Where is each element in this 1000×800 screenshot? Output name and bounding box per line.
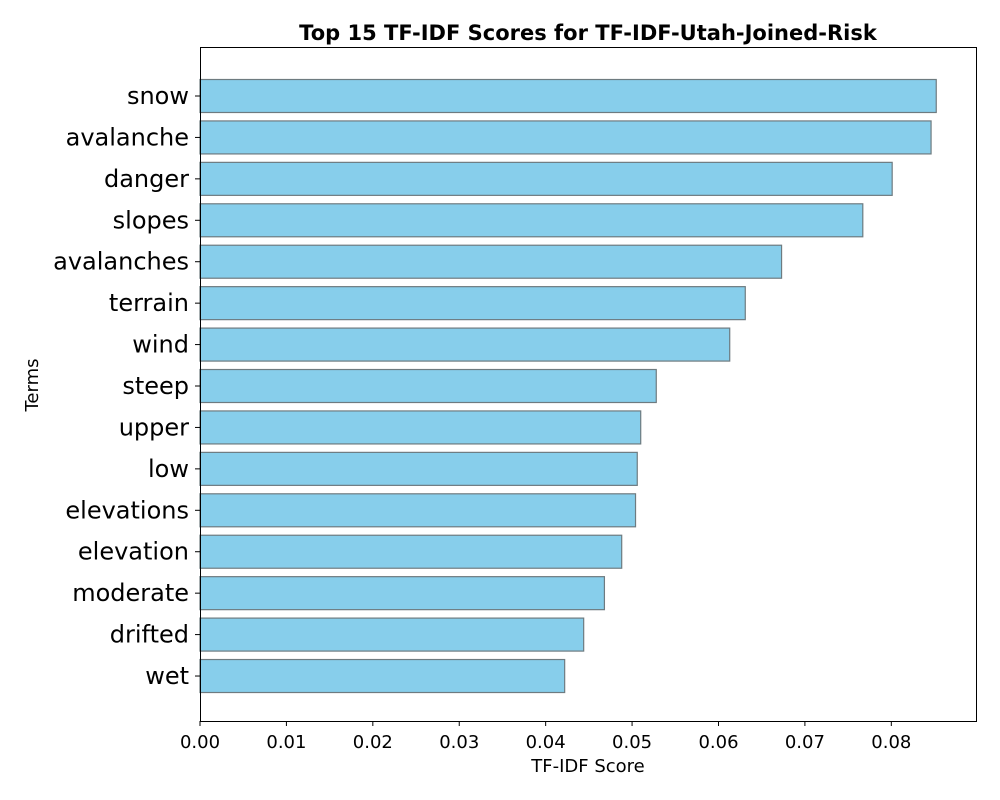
y-tick-label: wind [132, 331, 189, 359]
x-tick-label: 0.02 [353, 732, 393, 753]
x-tick-label: 0.03 [439, 732, 479, 753]
y-tick-label: danger [104, 165, 189, 193]
x-tick-label: 0.07 [785, 732, 825, 753]
bar-elevations [199, 493, 637, 528]
plot-area-frame [200, 47, 977, 722]
y-tick-label: avalanches [53, 248, 189, 276]
x-tick-label: 0.05 [612, 732, 652, 753]
bar-low [199, 451, 638, 486]
y-tick-label: moderate [72, 579, 189, 607]
bar-elevation [199, 534, 623, 569]
x-tick-label: 0.08 [871, 732, 911, 753]
bar-snow [199, 78, 937, 114]
x-axis-label: TF-IDF Score [530, 756, 645, 777]
y-tick-label: elevation [78, 538, 189, 566]
x-tick-label: 0.00 [180, 732, 220, 753]
chart-title: Top 15 TF-IDF Scores for TF-IDF-Utah-Joi… [299, 21, 878, 45]
bar-drifted [199, 617, 585, 652]
bar-avalanche [199, 120, 932, 155]
y-tick-label: low [148, 455, 189, 483]
y-tick-label: wet [145, 662, 189, 690]
bar-wind [199, 327, 731, 362]
y-tick-label: snow [127, 82, 189, 110]
y-tick-label: terrain [109, 289, 189, 317]
y-tick-label: upper [119, 413, 189, 441]
x-axis: 0.00 0.01 0.02 0.03 0.04 0.05 0.06 0.07 0.08 [180, 721, 911, 753]
y-tick-label: drifted [110, 621, 189, 649]
bar-wet [199, 658, 566, 694]
y-axis-label: Terms [22, 358, 43, 412]
bar-danger [199, 161, 893, 196]
x-tick-label: 0.06 [698, 732, 738, 753]
x-tick-label: 0.01 [266, 732, 306, 753]
bar-moderate [199, 576, 606, 611]
y-tick-label: slopes [113, 206, 189, 234]
bars-layer [199, 78, 937, 694]
y-tick-label: avalanche [66, 123, 189, 151]
bar-slopes [199, 203, 864, 238]
bar-upper [199, 410, 642, 445]
y-axis: snow avalanche danger slopes avalanches terra… [53, 82, 200, 690]
y-tick-label: elevations [65, 496, 189, 524]
bar-avalanches [199, 244, 783, 279]
bar-steep [199, 368, 657, 404]
x-tick-label: 0.04 [526, 732, 566, 753]
bar-terrain [199, 286, 746, 321]
y-tick-label: steep [122, 372, 189, 400]
